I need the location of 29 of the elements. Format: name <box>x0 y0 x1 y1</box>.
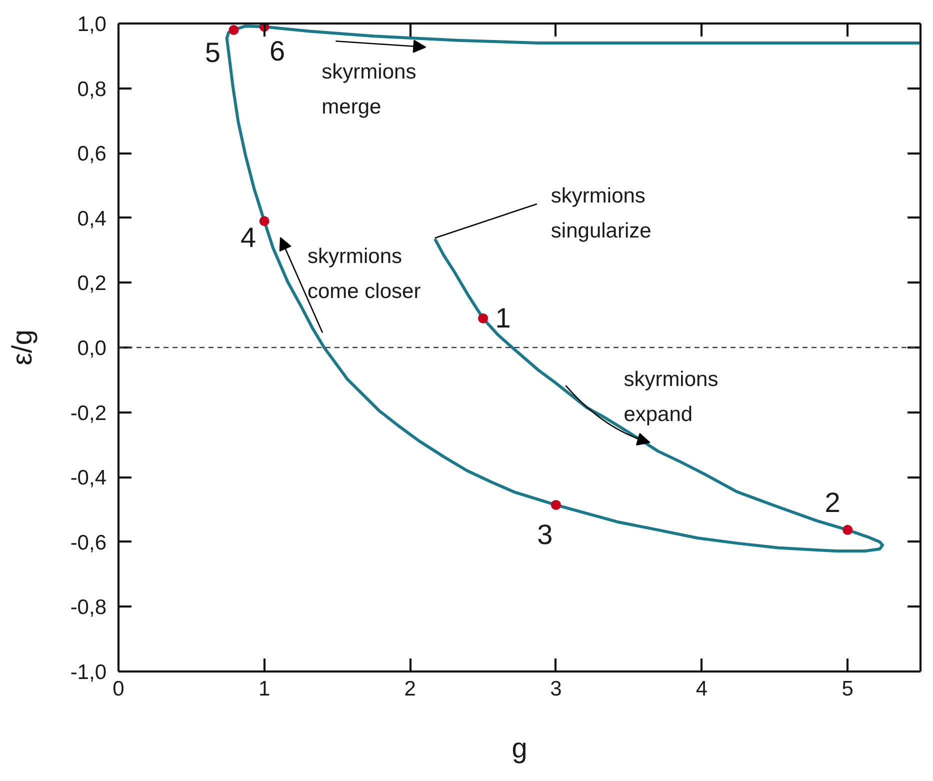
x-axis-title: g <box>512 732 528 764</box>
y-tick-label: -0,6 <box>70 531 106 554</box>
y-tick-label: 0,2 <box>77 272 107 296</box>
x-tick-label: 0 <box>112 678 124 700</box>
y-tick-label: 1,0 <box>77 13 107 36</box>
y-tick-label: 0,6 <box>77 142 107 166</box>
y-axis-title: ε/g <box>6 330 38 366</box>
annotation: skyrmions come closer <box>307 245 421 304</box>
x-tick-label: 4 <box>696 678 708 700</box>
x-tick-label: 1 <box>258 678 270 700</box>
y-tick-label: -0,2 <box>70 402 106 425</box>
y-tick-label: -0,4 <box>70 466 107 490</box>
annotation: skyrmions singularize <box>550 184 652 242</box>
y-tick-label: -1,0 <box>70 661 106 684</box>
y-tick-label: 0,4 <box>77 207 107 230</box>
x-tick-label: 5 <box>842 678 854 700</box>
x-tick-label: 2 <box>404 678 416 700</box>
x-tick-label: 3 <box>550 678 562 700</box>
annotation: 5 <box>204 36 220 68</box>
y-tick-label: -0,8 <box>70 596 106 620</box>
annotation: 6 <box>270 36 286 67</box>
annotation: skyrmions expand <box>624 368 718 426</box>
annotation: 4 <box>240 222 256 254</box>
annotation: 1 <box>495 302 511 334</box>
y-tick-label: 0,8 <box>77 78 107 101</box>
annotation: 2 <box>824 486 840 518</box>
y-tick-label: 0,0 <box>77 337 107 360</box>
annotation: skyrmions merge <box>322 60 416 119</box>
annotation: 3 <box>537 518 553 550</box>
